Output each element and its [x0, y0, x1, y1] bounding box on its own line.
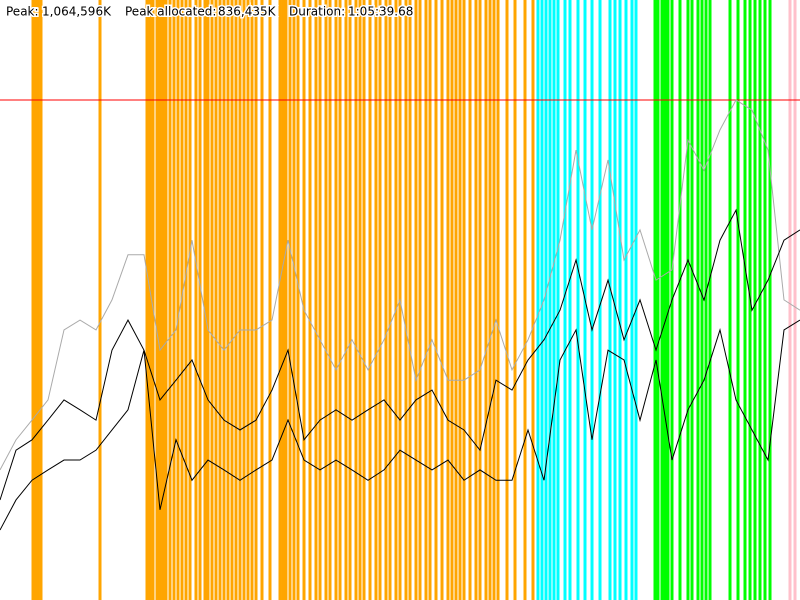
lines [0, 99, 800, 531]
duration-label: Duration: [289, 5, 345, 19]
series-line [0, 208, 800, 501]
peak-allocated-value: 836,435K [218, 5, 277, 19]
events [31, 0, 797, 600]
duration-value: 1:05:39.68 [348, 5, 413, 19]
header: Peak: 1,064,596K Peak allocated: 836,435… [5, 3, 415, 20]
peak-value: 1,064,596K [42, 5, 112, 19]
series-line [0, 99, 800, 471]
peak-label: Peak: [6, 5, 39, 19]
peak-allocated-label: Peak allocated: [125, 5, 216, 19]
series-line [0, 319, 800, 531]
